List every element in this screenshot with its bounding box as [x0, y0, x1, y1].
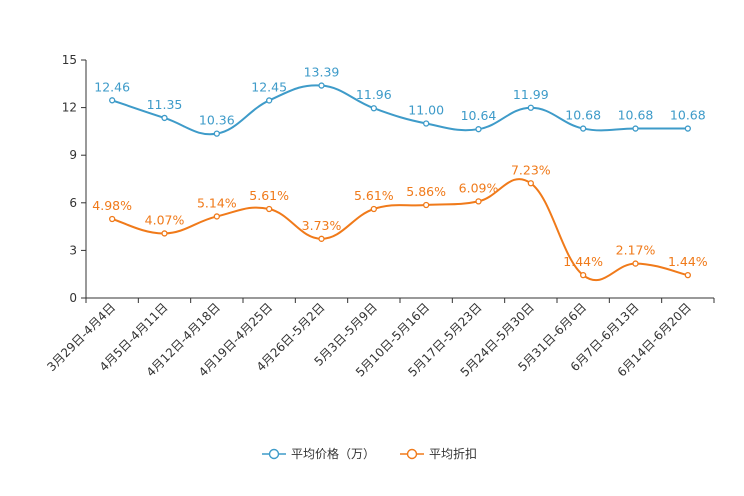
- data-point: [109, 97, 116, 104]
- data-label: 12.45: [251, 79, 287, 94]
- data-label: 11.96: [356, 87, 392, 102]
- data-label: 7.23%: [511, 162, 551, 177]
- data-point: [527, 104, 534, 111]
- data-label: 5.86%: [406, 184, 446, 199]
- data-point: [580, 125, 587, 132]
- data-point: [161, 230, 168, 237]
- data-label: 4.98%: [92, 198, 132, 213]
- data-point: [266, 97, 273, 104]
- data-point: [580, 272, 587, 279]
- series-0: 12.46 11.35 10.36 12.45 13.39 11.96 11.00 10.64…: [94, 65, 706, 137]
- legend-label: 平均价格（万）: [291, 446, 375, 461]
- data-label: 13.39: [304, 65, 340, 80]
- legend-item-1[interactable]: 平均折扣: [400, 446, 477, 461]
- data-point: [370, 205, 377, 213]
- y-tick-label: 6: [69, 196, 77, 210]
- data-label: 10.64: [461, 108, 497, 123]
- data-label: 12.46: [94, 79, 130, 94]
- data-point: [475, 198, 482, 205]
- y-tick-label: 15: [62, 53, 77, 67]
- data-point: [266, 205, 273, 213]
- data-point: [318, 235, 325, 242]
- legend-item-0[interactable]: 平均价格（万）: [262, 446, 375, 461]
- data-label: 2.17%: [616, 243, 656, 258]
- data-label: 10.68: [618, 108, 654, 123]
- data-point: [632, 260, 639, 267]
- data-point: [423, 120, 430, 127]
- legend-label: 平均折扣: [429, 446, 477, 461]
- data-label: 11.35: [147, 97, 183, 112]
- series-line: [111, 84, 688, 136]
- data-point: [684, 272, 691, 279]
- data-label: 4.07%: [145, 212, 185, 227]
- y-tick-label: 3: [69, 243, 77, 257]
- legend-marker-icon: [268, 448, 280, 460]
- data-point: [213, 130, 220, 137]
- legend-marker-icon: [406, 448, 418, 460]
- data-label: 11.99: [513, 87, 549, 102]
- data-label: 3.73%: [302, 218, 342, 233]
- data-point: [632, 125, 639, 132]
- data-label: 5.61%: [249, 188, 289, 203]
- data-label: 10.68: [670, 108, 706, 123]
- data-point: [161, 114, 168, 122]
- data-point: [109, 215, 116, 223]
- y-tick-label: 9: [69, 148, 77, 162]
- data-label: 5.61%: [354, 188, 394, 203]
- data-label: 6.09%: [459, 180, 499, 195]
- series-1: 4.98% 4.07% 5.14% 5.61% 3.73% 5.61% 5.86% 6.09%…: [92, 162, 708, 282]
- data-point: [213, 213, 220, 220]
- y-tick-label: 0: [69, 291, 77, 305]
- data-label: 10.36: [199, 113, 235, 128]
- data-label: 1.44%: [668, 254, 708, 269]
- data-label: 11.00: [408, 102, 444, 117]
- data-point: [423, 201, 430, 209]
- data-point: [475, 126, 482, 133]
- data-point: [527, 180, 534, 187]
- y-tick-label: 12: [62, 101, 77, 115]
- data-point: [318, 82, 325, 89]
- data-point: [684, 125, 691, 132]
- data-point: [370, 105, 377, 112]
- data-label: 1.44%: [563, 254, 603, 269]
- data-label: 10.68: [565, 108, 601, 123]
- data-label: 5.14%: [197, 195, 237, 210]
- chart-legend[interactable]: 平均价格（万） 平均折扣: [262, 446, 477, 461]
- chart-series: 12.46 11.35 10.36 12.45 13.39 11.96 11.00 10.64…: [92, 65, 708, 282]
